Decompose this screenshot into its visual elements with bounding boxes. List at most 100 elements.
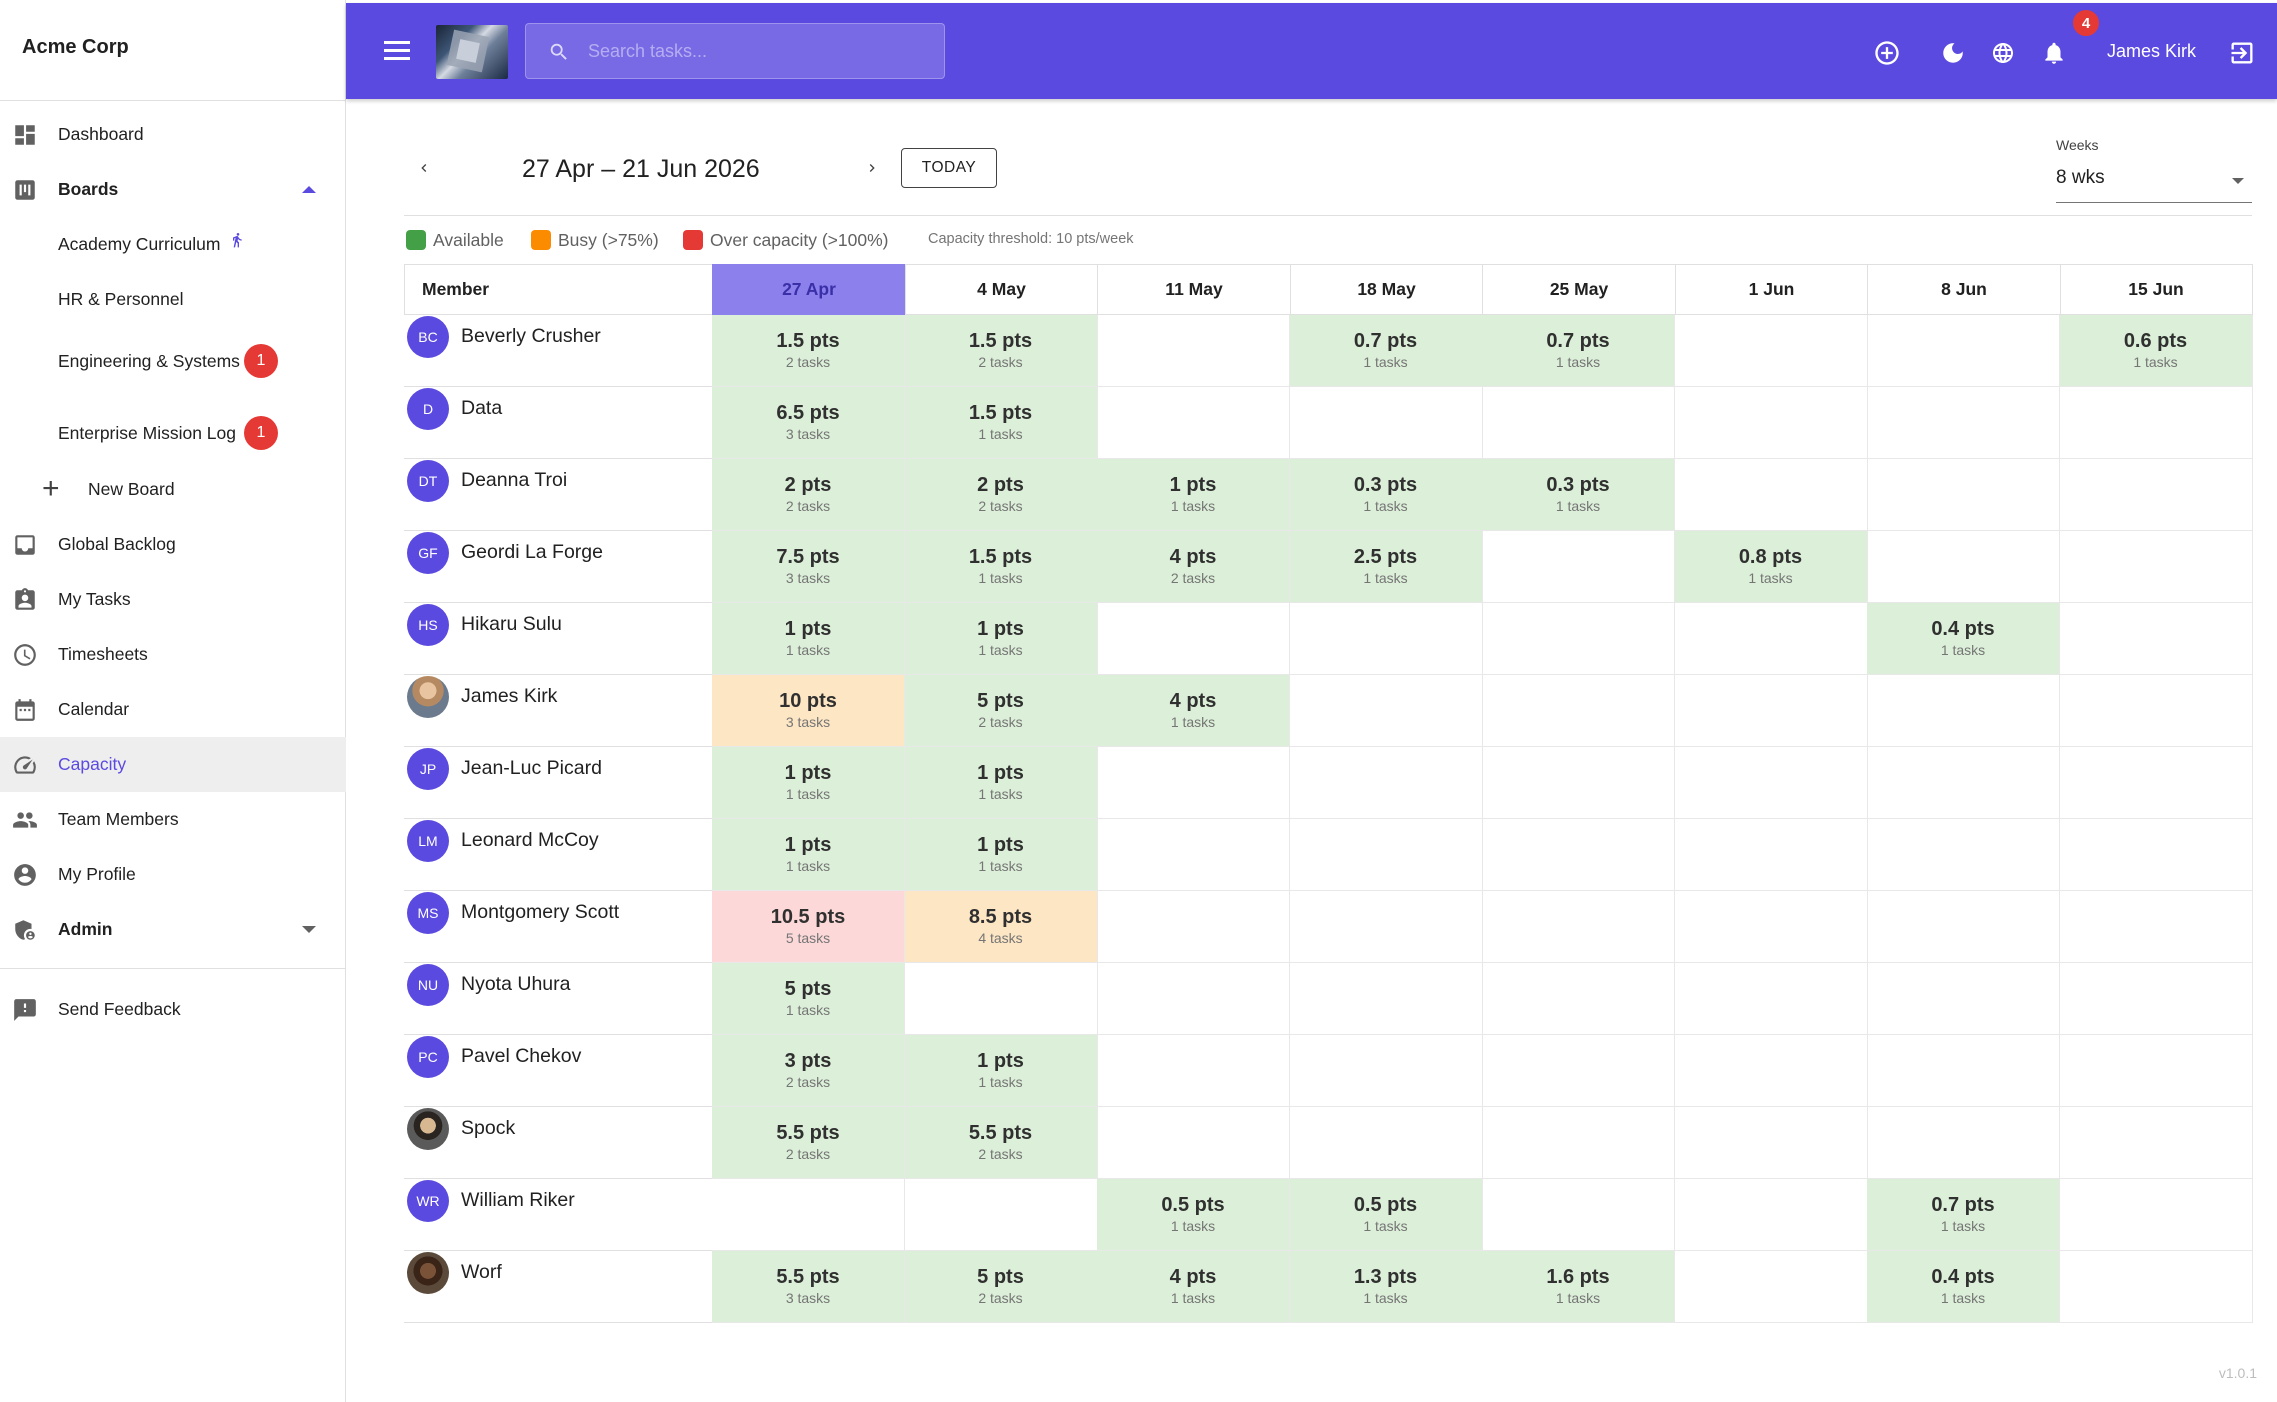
empty-capacity-cell[interactable] [1482, 1179, 1675, 1251]
capacity-cell[interactable]: 1.3 pts 1 tasks [1289, 1251, 1483, 1323]
week-column-header[interactable]: 25 May [1482, 264, 1675, 315]
week-column-header[interactable]: 18 May [1289, 264, 1483, 315]
capacity-cell[interactable]: 1 pts 1 tasks [904, 603, 1098, 675]
sidebar-item-global-backlog[interactable]: Global Backlog [0, 517, 346, 572]
empty-capacity-cell[interactable] [1674, 891, 1868, 963]
empty-capacity-cell[interactable] [1674, 963, 1868, 1035]
empty-capacity-cell[interactable] [1674, 675, 1868, 747]
empty-capacity-cell[interactable] [1867, 531, 2060, 603]
empty-capacity-cell[interactable] [1289, 963, 1483, 1035]
member-cell[interactable]: LM Leonard McCoy [404, 819, 712, 891]
search-input[interactable] [588, 36, 928, 66]
capacity-cell[interactable]: 1 pts 1 tasks [904, 747, 1098, 819]
empty-capacity-cell[interactable] [2059, 603, 2253, 675]
empty-capacity-cell[interactable] [2059, 1107, 2253, 1179]
capacity-cell[interactable]: 6.5 pts 3 tasks [712, 387, 905, 459]
capacity-cell[interactable]: 10 pts 3 tasks [712, 675, 905, 747]
member-cell[interactable]: WR William Riker [404, 1179, 712, 1251]
member-cell[interactable]: BC Beverly Crusher [404, 315, 712, 387]
capacity-cell[interactable]: 0.3 pts 1 tasks [1289, 459, 1483, 531]
sidebar-item-boards[interactable]: Boards [0, 162, 346, 217]
empty-capacity-cell[interactable] [1482, 747, 1675, 819]
empty-capacity-cell[interactable] [1482, 819, 1675, 891]
member-cell[interactable]: D Data [404, 387, 712, 459]
empty-capacity-cell[interactable] [1289, 675, 1483, 747]
week-column-header[interactable]: 11 May [1097, 264, 1290, 315]
empty-capacity-cell[interactable] [1867, 1035, 2060, 1107]
member-cell[interactable]: MS Montgomery Scott [404, 891, 712, 963]
empty-capacity-cell[interactable] [1097, 891, 1290, 963]
empty-capacity-cell[interactable] [1097, 387, 1290, 459]
capacity-cell[interactable]: 5.5 pts 3 tasks [712, 1251, 905, 1323]
week-column-header[interactable]: 1 Jun [1674, 264, 1868, 315]
empty-capacity-cell[interactable] [2059, 747, 2253, 819]
chevron-down-icon[interactable] [302, 926, 316, 933]
board-item-engineering-systems[interactable]: Engineering & Systems 1 [0, 334, 346, 389]
capacity-cell[interactable]: 0.7 pts 1 tasks [1482, 315, 1675, 387]
empty-capacity-cell[interactable] [1867, 819, 2060, 891]
capacity-cell[interactable]: 7.5 pts 3 tasks [712, 531, 905, 603]
capacity-cell[interactable]: 0.7 pts 1 tasks [1289, 315, 1483, 387]
capacity-cell[interactable]: 1 pts 1 tasks [712, 819, 905, 891]
week-column-header[interactable]: 8 Jun [1867, 264, 2060, 315]
capacity-cell[interactable]: 5.5 pts 2 tasks [712, 1107, 905, 1179]
board-item-enterprise-mission-log[interactable]: Enterprise Mission Log 1 [0, 406, 346, 461]
logout-icon[interactable] [2228, 39, 2256, 67]
empty-capacity-cell[interactable] [1289, 891, 1483, 963]
week-column-header[interactable]: 27 Apr [712, 264, 905, 315]
weeks-select[interactable]: 8 wks [2056, 155, 2252, 203]
empty-capacity-cell[interactable] [1674, 1107, 1868, 1179]
empty-capacity-cell[interactable] [1674, 747, 1868, 819]
empty-capacity-cell[interactable] [904, 963, 1098, 1035]
empty-capacity-cell[interactable] [1674, 1179, 1868, 1251]
globe-icon[interactable] [1989, 39, 2017, 67]
member-cell[interactable]: Spock [404, 1107, 712, 1179]
capacity-cell[interactable]: 4 pts 1 tasks [1097, 675, 1290, 747]
board-item-hr-personnel[interactable]: HR & Personnel [0, 272, 346, 327]
member-cell[interactable]: James Kirk [404, 675, 712, 747]
empty-capacity-cell[interactable] [1674, 1251, 1868, 1323]
empty-capacity-cell[interactable] [1482, 531, 1675, 603]
empty-capacity-cell[interactable] [1289, 387, 1483, 459]
sidebar-item-send-feedback[interactable]: Send Feedback [0, 982, 346, 1037]
empty-capacity-cell[interactable] [1097, 315, 1290, 387]
capacity-cell[interactable]: 0.5 pts 1 tasks [1097, 1179, 1290, 1251]
dark-mode-icon[interactable] [1939, 39, 1967, 67]
empty-capacity-cell[interactable] [1674, 459, 1868, 531]
empty-capacity-cell[interactable] [1097, 747, 1290, 819]
sidebar-item-admin[interactable]: Admin [0, 902, 346, 957]
empty-capacity-cell[interactable] [1867, 747, 2060, 819]
capacity-cell[interactable]: 2 pts 2 tasks [712, 459, 905, 531]
empty-capacity-cell[interactable] [1674, 1035, 1868, 1107]
today-button[interactable]: TODAY [901, 148, 997, 188]
capacity-cell[interactable]: 0.8 pts 1 tasks [1674, 531, 1868, 603]
empty-capacity-cell[interactable] [1482, 963, 1675, 1035]
new-board-button[interactable]: + New Board [0, 462, 346, 517]
user-name[interactable]: James Kirk [2107, 41, 2197, 61]
member-cell[interactable]: Worf [404, 1251, 712, 1323]
capacity-cell[interactable]: 1 pts 1 tasks [712, 747, 905, 819]
member-cell[interactable]: JP Jean-Luc Picard [404, 747, 712, 819]
capacity-cell[interactable]: 1.5 pts 1 tasks [904, 531, 1098, 603]
chevron-left-icon[interactable] [412, 156, 436, 180]
capacity-cell[interactable]: 5 pts 2 tasks [904, 675, 1098, 747]
empty-capacity-cell[interactable] [2059, 387, 2253, 459]
empty-capacity-cell[interactable] [1097, 819, 1290, 891]
empty-capacity-cell[interactable] [2059, 459, 2253, 531]
capacity-cell[interactable]: 4 pts 1 tasks [1097, 1251, 1290, 1323]
capacity-cell[interactable]: 0.4 pts 1 tasks [1867, 1251, 2060, 1323]
board-item-academy-curriculum[interactable]: Academy Curriculum [0, 217, 346, 272]
empty-capacity-cell[interactable] [1482, 1107, 1675, 1179]
empty-capacity-cell[interactable] [1482, 1035, 1675, 1107]
member-cell[interactable]: DT Deanna Troi [404, 459, 712, 531]
sidebar-item-team-members[interactable]: Team Members [0, 792, 346, 847]
empty-capacity-cell[interactable] [1097, 1035, 1290, 1107]
capacity-cell[interactable]: 2.5 pts 1 tasks [1289, 531, 1483, 603]
capacity-cell[interactable]: 0.3 pts 1 tasks [1482, 459, 1675, 531]
empty-capacity-cell[interactable] [1867, 675, 2060, 747]
capacity-cell[interactable]: 4 pts 2 tasks [1097, 531, 1290, 603]
empty-capacity-cell[interactable] [1289, 603, 1483, 675]
chevron-up-icon[interactable] [302, 186, 316, 193]
sidebar-item-my-profile[interactable]: My Profile [0, 847, 346, 902]
member-cell[interactable]: GF Geordi La Forge [404, 531, 712, 603]
